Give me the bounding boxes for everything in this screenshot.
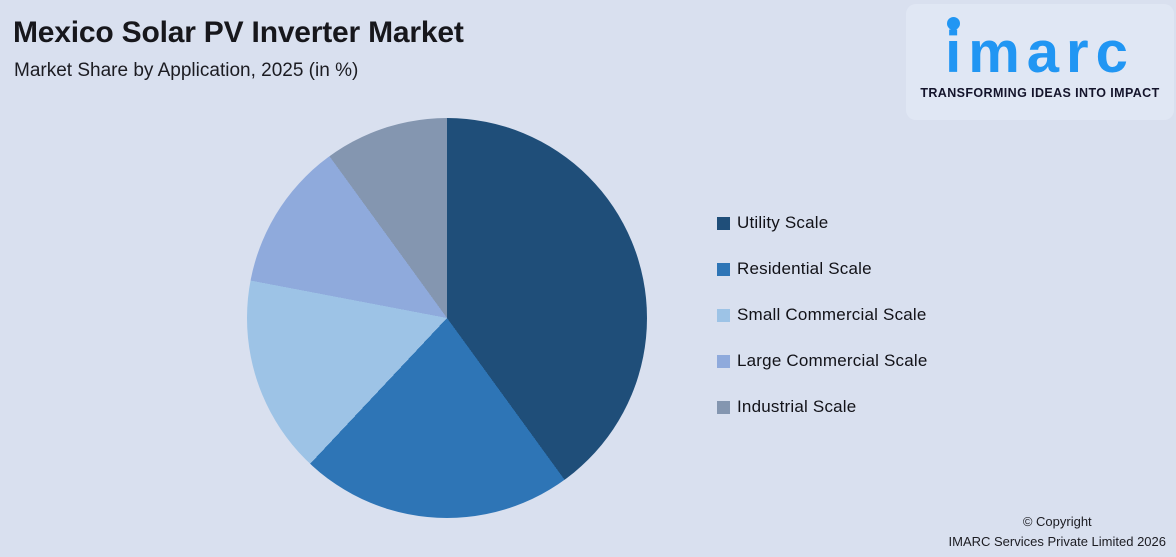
legend-item-large-commercial-scale: Large Commercial Scale <box>717 351 928 370</box>
legend-label: Industrial Scale <box>737 397 857 416</box>
imarc-logo: imarc TRANSFORMING IDEAS INTO IMPACT <box>906 4 1174 120</box>
legend-item-residential-scale: Residential Scale <box>717 259 928 278</box>
legend-item-industrial-scale: Industrial Scale <box>717 397 928 416</box>
legend-label: Small Commercial Scale <box>737 305 927 324</box>
chart-subtitle: Market Share by Application, 2025 (in %) <box>14 60 359 81</box>
logo-dot-icon <box>947 17 961 30</box>
copyright-notice: © Copyright IMARC Services Private Limit… <box>949 512 1166 552</box>
legend-item-small-commercial-scale: Small Commercial Scale <box>717 305 928 324</box>
legend-swatch <box>717 354 730 368</box>
legend-label: Residential Scale <box>737 259 872 278</box>
legend-swatch <box>717 400 730 414</box>
logo-wordmark: imarc <box>945 20 1135 85</box>
legend-swatch <box>717 308 730 322</box>
chart-title: Mexico Solar PV Inverter Market <box>13 16 464 49</box>
logo-wordmark-wrap: imarc <box>945 17 1135 85</box>
copyright-line2: IMARC Services Private Limited 2026 <box>948 534 1166 549</box>
legend-swatch <box>717 216 730 230</box>
copyright-line1: © Copyright <box>1022 514 1092 529</box>
legend-label: Large Commercial Scale <box>737 351 928 370</box>
legend-item-utility-scale: Utility Scale <box>717 213 928 232</box>
legend: Utility Scale Residential Scale Small Co… <box>717 213 928 446</box>
legend-swatch <box>717 262 730 276</box>
pie-chart <box>247 118 647 518</box>
logo-tagline: TRANSFORMING IDEAS INTO IMPACT <box>920 86 1160 100</box>
legend-label: Utility Scale <box>737 213 829 232</box>
